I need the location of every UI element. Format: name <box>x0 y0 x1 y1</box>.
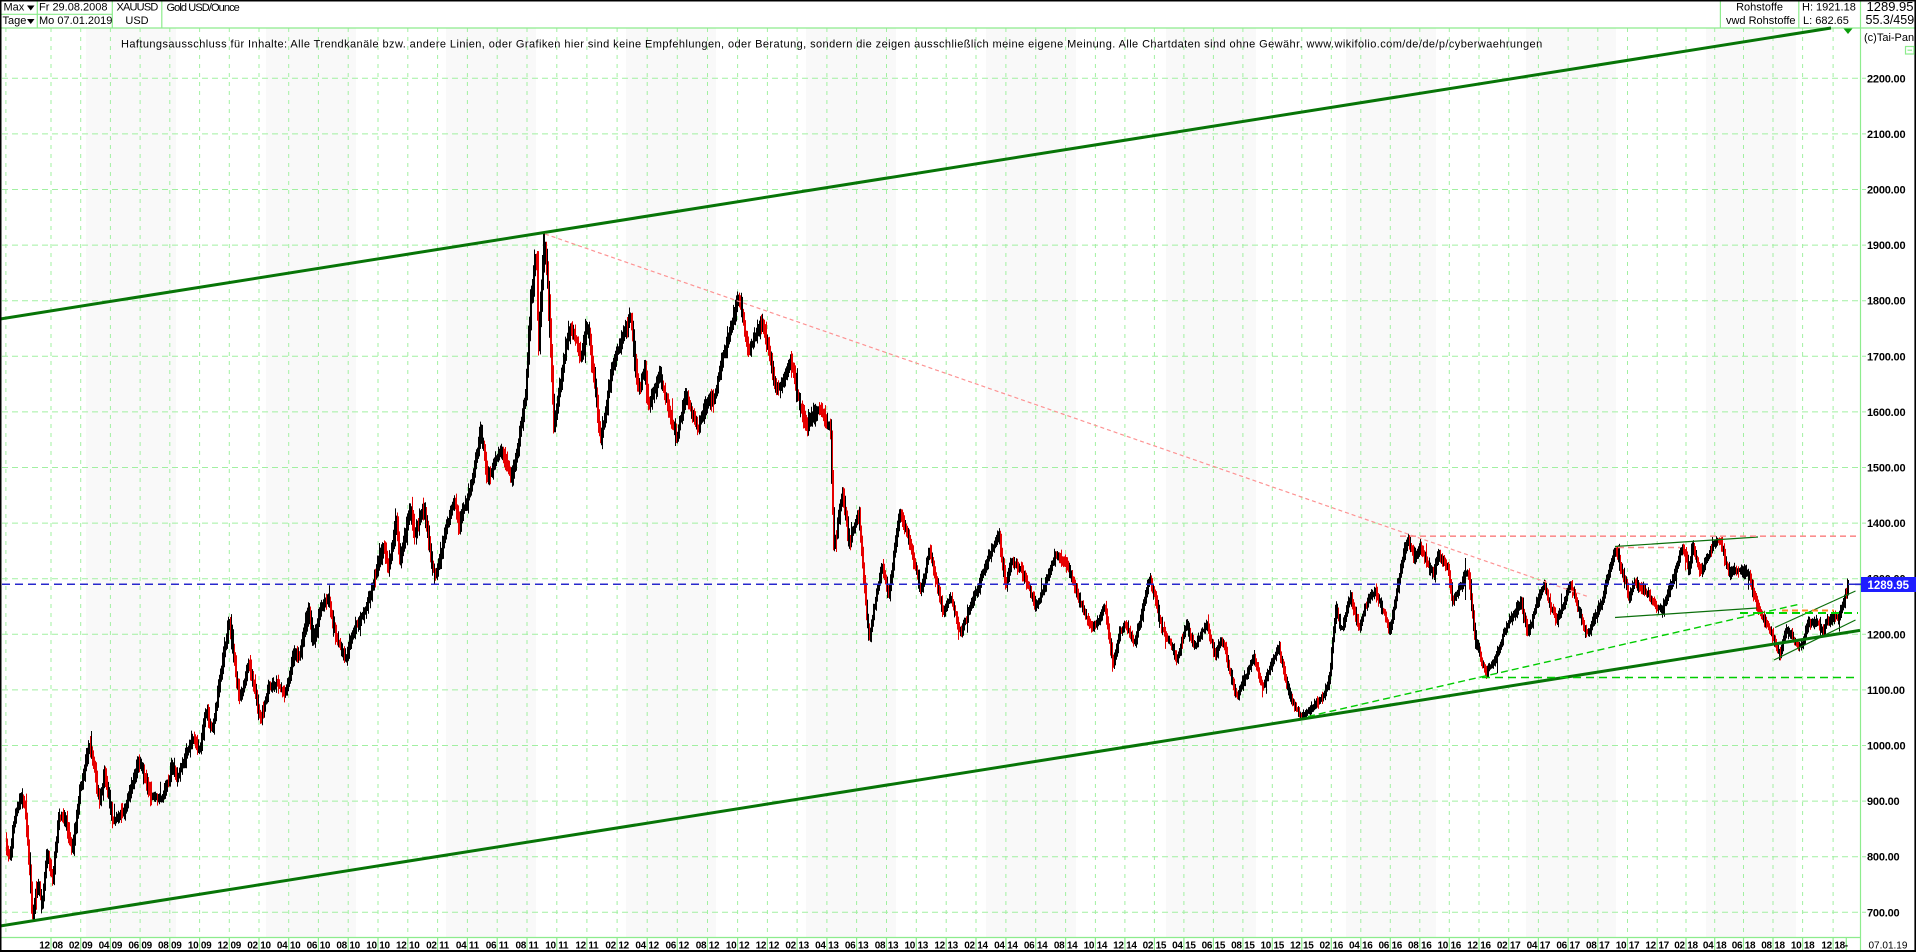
svg-text:10 16: 10 16 <box>1438 941 1462 952</box>
svg-text:04 10: 04 10 <box>277 941 301 952</box>
svg-text:1800.00: 1800.00 <box>1867 296 1905 308</box>
svg-text:02 13: 02 13 <box>785 941 809 952</box>
svg-text:06 14: 06 14 <box>1024 941 1048 952</box>
svg-text:04 18: 04 18 <box>1703 941 1727 952</box>
svg-text:900.00: 900.00 <box>1867 796 1900 808</box>
svg-text:2000.00: 2000.00 <box>1867 185 1905 197</box>
svg-text:08 17: 08 17 <box>1586 941 1610 952</box>
svg-text:06 16: 06 16 <box>1379 941 1403 952</box>
svg-text:04 16: 04 16 <box>1349 941 1373 952</box>
svg-text:55.3/459.3: 55.3/459.3 <box>1866 13 1916 27</box>
svg-text:06 10: 06 10 <box>307 941 331 952</box>
svg-text:08 13: 08 13 <box>875 941 899 952</box>
svg-text:12 10: 12 10 <box>396 941 420 952</box>
svg-text:04 15: 04 15 <box>1172 941 1196 952</box>
svg-text:700.00: 700.00 <box>1867 907 1900 919</box>
svg-text:12 08: 12 08 <box>39 941 63 952</box>
svg-text:10 12: 10 12 <box>726 941 750 952</box>
svg-text:12 18: 12 18 <box>1821 941 1845 952</box>
svg-text:1200.00: 1200.00 <box>1867 629 1905 641</box>
svg-text:06 12: 06 12 <box>666 941 690 952</box>
svg-text:1600.00: 1600.00 <box>1867 407 1905 419</box>
svg-text:06 13: 06 13 <box>845 941 869 952</box>
svg-text:10 18: 10 18 <box>1791 941 1815 952</box>
svg-text:12 15: 12 15 <box>1290 941 1314 952</box>
svg-text:1500.00: 1500.00 <box>1867 463 1905 475</box>
svg-text:08 14: 08 14 <box>1054 941 1078 952</box>
svg-text:02 11: 02 11 <box>426 941 450 952</box>
svg-text:06 17: 06 17 <box>1556 941 1580 952</box>
svg-text:04 17: 04 17 <box>1527 941 1551 952</box>
svg-text:L: 682.65: L: 682.65 <box>1803 15 1849 27</box>
svg-text:1100.00: 1100.00 <box>1867 685 1905 697</box>
svg-text:06 09: 06 09 <box>128 941 152 952</box>
svg-text:12 14: 12 14 <box>1113 941 1137 952</box>
svg-text:2100.00: 2100.00 <box>1867 129 1905 141</box>
svg-text:08 11: 08 11 <box>516 941 540 952</box>
svg-text:12 16: 12 16 <box>1467 941 1491 952</box>
svg-text:1289.95: 1289.95 <box>1867 0 1914 14</box>
svg-text:Mo 07.01.2019: Mo 07.01.2019 <box>39 15 112 27</box>
svg-text:02 12: 02 12 <box>605 941 629 952</box>
svg-text:02 15: 02 15 <box>1143 941 1167 952</box>
svg-text:04 09: 04 09 <box>99 941 123 952</box>
svg-text:02 16: 02 16 <box>1320 941 1344 952</box>
svg-text:USD: USD <box>125 15 148 27</box>
svg-text:Gold USD/Ounce: Gold USD/Ounce <box>167 2 240 14</box>
svg-text:08 09: 08 09 <box>158 941 182 952</box>
svg-text:04 13: 04 13 <box>815 941 839 952</box>
svg-text:02 09: 02 09 <box>69 941 93 952</box>
svg-text:Tage: Tage <box>3 15 27 27</box>
svg-text:10 10: 10 10 <box>366 941 390 952</box>
svg-text:02 17: 02 17 <box>1497 941 1521 952</box>
svg-text:12 11: 12 11 <box>575 941 599 952</box>
svg-text:02 10: 02 10 <box>247 941 271 952</box>
svg-text:H: 1921.18: H: 1921.18 <box>1802 2 1856 14</box>
svg-text:1000.00: 1000.00 <box>1867 741 1905 753</box>
svg-text:1900.00: 1900.00 <box>1867 240 1905 252</box>
svg-text:07.01.19: 07.01.19 <box>1869 941 1908 952</box>
svg-text:08 10: 08 10 <box>336 941 360 952</box>
svg-text:06 15: 06 15 <box>1202 941 1226 952</box>
svg-text:2200.00: 2200.00 <box>1867 73 1905 85</box>
svg-text:06 11: 06 11 <box>486 941 510 952</box>
svg-text:Max: Max <box>4 2 25 14</box>
svg-text:1400.00: 1400.00 <box>1867 518 1905 530</box>
svg-text:12 17: 12 17 <box>1645 941 1669 952</box>
svg-text:10 17: 10 17 <box>1616 941 1640 952</box>
svg-text:10 09: 10 09 <box>188 941 212 952</box>
svg-text:02 18: 02 18 <box>1674 941 1698 952</box>
svg-text:(c)Tai-Pan: (c)Tai-Pan <box>1864 32 1914 44</box>
svg-text:06 18: 06 18 <box>1732 941 1756 952</box>
svg-text:-: - <box>1845 941 1848 952</box>
svg-text:XAUUSD: XAUUSD <box>116 2 158 14</box>
svg-text:1700.00: 1700.00 <box>1867 351 1905 363</box>
svg-text:02 14: 02 14 <box>964 941 988 952</box>
svg-text:10 15: 10 15 <box>1261 941 1285 952</box>
svg-text:vwd Rohstoffe: vwd Rohstoffe <box>1726 15 1796 27</box>
svg-text:12 09: 12 09 <box>218 941 242 952</box>
svg-text:Haftungsausschluss für Inhalte: Haftungsausschluss für Inhalte: Alle Tre… <box>121 39 1543 51</box>
svg-text:08 18: 08 18 <box>1761 941 1785 952</box>
svg-text:10 14: 10 14 <box>1084 941 1108 952</box>
svg-text:04 12: 04 12 <box>635 941 659 952</box>
svg-text:12 12: 12 12 <box>756 941 780 952</box>
svg-text:08 16: 08 16 <box>1408 941 1432 952</box>
svg-text:800.00: 800.00 <box>1867 852 1900 864</box>
svg-text:08 12: 08 12 <box>696 941 720 952</box>
svg-text:Fr 29.08.2008: Fr 29.08.2008 <box>39 2 108 14</box>
svg-text:04 11: 04 11 <box>456 941 480 952</box>
svg-text:10 11: 10 11 <box>545 941 569 952</box>
svg-text:10 13: 10 13 <box>905 941 929 952</box>
svg-text:1289.95: 1289.95 <box>1868 580 1910 592</box>
svg-text:12 13: 12 13 <box>934 941 958 952</box>
svg-text:08 15: 08 15 <box>1231 941 1255 952</box>
svg-text:Rohstoffe: Rohstoffe <box>1736 2 1783 14</box>
svg-text:04 14: 04 14 <box>994 941 1018 952</box>
